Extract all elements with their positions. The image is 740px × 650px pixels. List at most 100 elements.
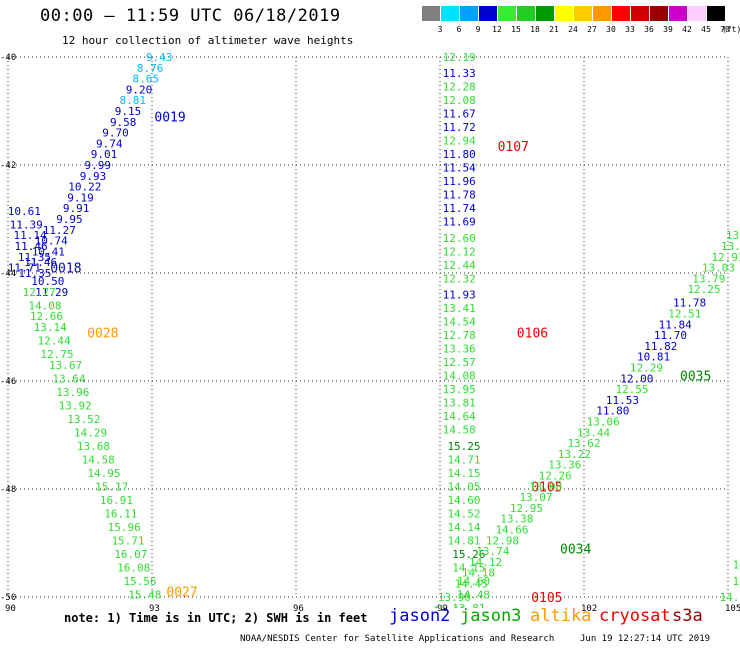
wave-height-point: 14.81 <box>447 534 480 547</box>
wave-height-point: 11.93 <box>443 289 476 302</box>
wave-height-point: 9.15 <box>115 105 142 118</box>
y-tick-label: -48 <box>0 485 16 495</box>
wave-height-point: 13.64 <box>52 372 85 385</box>
scale-label: 24 <box>568 25 578 34</box>
wave-height-point: 9.70 <box>102 127 129 140</box>
wave-height-point: 15.25 <box>447 440 480 453</box>
wave-height-point: 11.39 <box>10 218 43 231</box>
wave-height-point: 9.58 <box>110 116 137 129</box>
scale-swatch <box>555 6 573 21</box>
wave-height-point: 14.08 <box>28 299 61 312</box>
wave-height-point: 13.52 <box>67 413 100 426</box>
wave-height-point: 11.54 <box>443 162 476 175</box>
wave-height-point: 12.29 <box>630 362 663 375</box>
wave-height-point: 11.80 <box>443 148 476 161</box>
scale-label: 45 <box>701 25 711 34</box>
wave-height-point: 12.66 <box>30 310 63 323</box>
wave-height-point: 13.03 <box>702 262 735 275</box>
wave-height-point: 10.61 <box>8 205 41 218</box>
wave-height-point: 9.95 <box>56 213 83 226</box>
wave-height-point: 13.22 <box>558 448 591 461</box>
scale-swatch <box>574 6 592 21</box>
wave-height-point: 12.26 <box>539 470 572 483</box>
satellite-legend-jason3: jason3 <box>460 606 522 626</box>
wave-height-point: 13.08 <box>529 480 562 493</box>
wave-height-point: 16.91 <box>100 494 133 507</box>
wave-height-point: 16.07 <box>114 548 147 561</box>
scale-label: 12 <box>492 25 502 34</box>
wave-height-point: 14. <box>732 575 740 588</box>
wave-height-point: 13.81 <box>452 602 485 615</box>
wave-height-point: 14.66 <box>495 524 528 537</box>
wave-height-point: 13.44 <box>577 426 610 439</box>
x-tick-label: 90 <box>5 604 16 614</box>
scale-swatch <box>631 6 649 21</box>
wave-height-point: 13.92 <box>59 399 92 412</box>
scale-label: 70 <box>720 25 730 34</box>
wave-height-point: 13.68 <box>77 440 110 453</box>
wave-height-point: 13.36 <box>548 459 581 472</box>
wave-height-point: 14.15 <box>452 561 485 574</box>
wave-height-point: 14.64 <box>443 410 476 423</box>
wave-height-point: 11.46 <box>24 256 57 269</box>
wave-height-point: 13.06 <box>587 416 620 429</box>
wave-height-point: 13.90 <box>438 591 471 604</box>
scale-swatch <box>612 6 630 21</box>
y-tick-label: -46 <box>0 377 16 387</box>
pass-time-label: 0028 <box>87 326 118 341</box>
wave-height-point: 14.05 <box>447 480 480 493</box>
wave-height-point: 9.01 <box>91 148 118 161</box>
scale-label: 21 <box>549 25 559 34</box>
wave-height-point: 12.00 <box>620 372 653 385</box>
y-tick-label: -42 <box>0 161 16 171</box>
wave-height-point: 12.77 <box>23 286 56 299</box>
wave-height-point: 14.48 <box>457 588 490 601</box>
wave-height-point: 14. <box>732 559 740 572</box>
wave-height-point: 9.20 <box>126 83 153 96</box>
x-tick-label: 105 <box>725 604 740 614</box>
wave-height-point: 12.95 <box>510 502 543 515</box>
x-tick-label: 96 <box>293 604 304 614</box>
scale-swatch <box>422 6 440 21</box>
scale-swatch <box>650 6 668 21</box>
pass-time-label: 0106 <box>517 326 548 341</box>
track-layer: 9.438.768.659.208.819.159.589.709.749.01… <box>8 51 740 650</box>
wave-height-point: 14.71 <box>447 453 480 466</box>
wave-height-point: 13.81 <box>443 397 476 410</box>
wave-height-point: 11.35 <box>18 251 51 264</box>
wave-height-point: 14.40 <box>409 645 442 650</box>
wave-height-point: 14.12 <box>469 556 502 569</box>
wave-height-point: 11.29 <box>35 286 68 299</box>
wave-height-point: 12.91 <box>711 251 740 264</box>
y-tick-label: -50 <box>0 593 16 603</box>
color-scale-legend: 3 6 9 12 15 18 21 24 27 30 33 36 39 42 45 70 (ft) <box>422 4 740 36</box>
wave-height-point: 11.96 <box>443 175 476 188</box>
wave-height-point: 11.69 <box>443 216 476 229</box>
wave-height-point: 11.71 <box>8 262 41 275</box>
wave-height-point: 9.93 <box>80 170 107 183</box>
scale-label: 33 <box>625 25 635 34</box>
wave-height-point: 13.36 <box>443 343 476 356</box>
scale-label: 39 <box>663 25 673 34</box>
satellite-legend-cryosat: cryosat <box>599 606 671 626</box>
scale-swatch <box>517 6 535 21</box>
wave-height-point: 12.94 <box>443 135 476 148</box>
scale-swatch <box>707 6 725 21</box>
credit-line: NOAA/NESDIS Center for Satellite Applica… <box>240 634 555 644</box>
wave-height-point: 11.78 <box>673 297 706 310</box>
map-title: 00:00 – 11:59 UTC 06/18/2019 <box>40 6 341 26</box>
satellite-legend-altika: altika <box>530 606 592 626</box>
pass-time-label: 0034 <box>560 542 591 557</box>
wave-height-point: 14.60 <box>447 494 480 507</box>
wave-height-point: 15.48 <box>128 588 161 601</box>
wave-height-point: 12.51 <box>668 308 701 321</box>
wave-height-point: 12.55 <box>615 383 648 396</box>
y-tick-label: -40 <box>0 53 16 63</box>
wave-height-point: 10.22 <box>68 181 101 194</box>
wave-height-point: 14.60 <box>457 575 490 588</box>
pass-time-label: 0018 <box>50 262 81 277</box>
wave-height-point: 15.17 <box>95 480 128 493</box>
wave-height-point: 14.45 <box>455 578 488 591</box>
x-tick-label: 93 <box>149 604 160 614</box>
